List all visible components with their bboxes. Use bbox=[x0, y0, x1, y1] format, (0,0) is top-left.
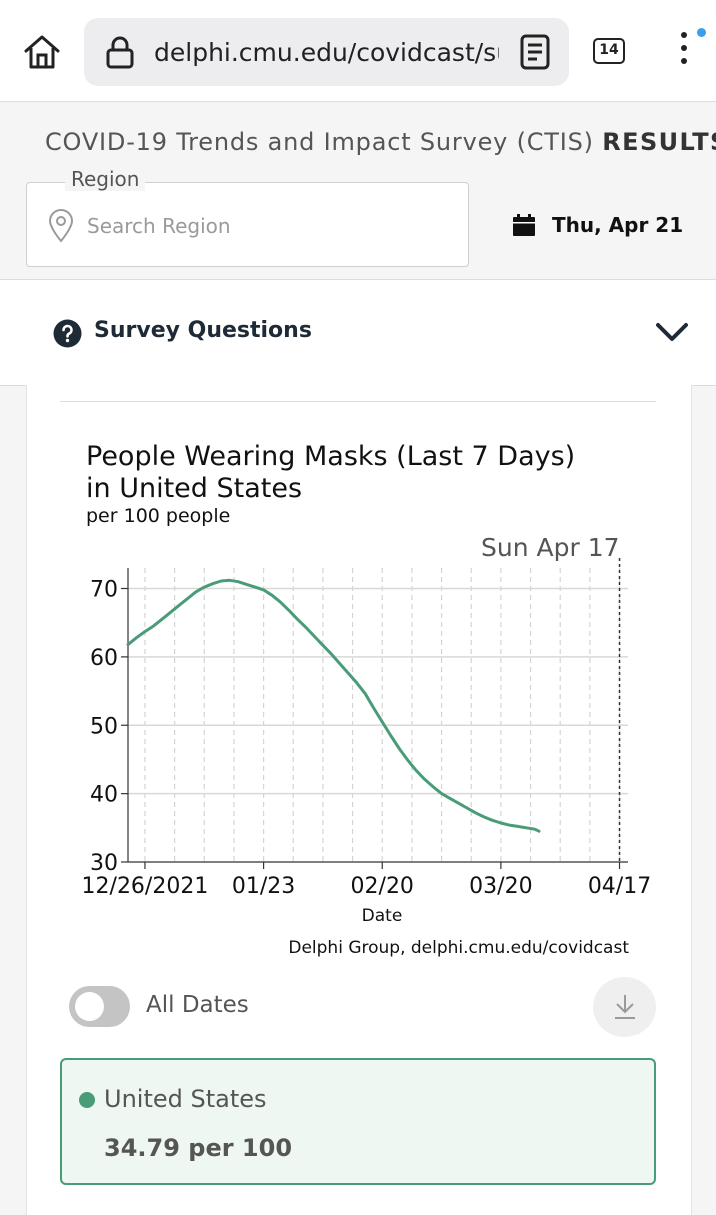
page-title-prefix: COVID-19 Trends and Impact Survey (CTIS) bbox=[45, 128, 594, 156]
region-search-input[interactable] bbox=[85, 205, 449, 247]
survey-questions-panel[interactable]: Survey Questions bbox=[0, 279, 716, 386]
y-tick-label: 70 bbox=[90, 578, 118, 603]
location-value: 34.79 per 100 bbox=[104, 1134, 293, 1162]
date-picker[interactable]: Thu, Apr 21 bbox=[512, 207, 683, 243]
x-tick-label: 12/26/2021 bbox=[82, 874, 209, 899]
all-dates-toggle[interactable] bbox=[69, 986, 130, 1027]
chart-credit: Delphi Group, delphi.cmu.edu/covidcast bbox=[288, 938, 629, 958]
overflow-menu-icon[interactable] bbox=[672, 32, 696, 72]
address-bar[interactable]: delphi.cmu.edu/covidcast/sur bbox=[84, 18, 569, 86]
chart-subtitle: per 100 people bbox=[86, 505, 230, 527]
tab-switcher-button[interactable]: 14 bbox=[593, 38, 625, 64]
calendar-icon bbox=[513, 214, 535, 236]
reader-mode-icon[interactable] bbox=[517, 33, 553, 71]
download-icon bbox=[615, 995, 635, 1019]
y-tick-label: 30 bbox=[90, 851, 118, 876]
y-tick-label: 60 bbox=[90, 646, 118, 671]
y-tick-label: 40 bbox=[90, 783, 118, 808]
chart-title-line1: People Wearing Masks (Last 7 Days) bbox=[86, 441, 575, 472]
update-notification-dot bbox=[697, 28, 706, 37]
region-label: Region bbox=[65, 167, 146, 191]
all-dates-label: All Dates bbox=[146, 992, 249, 1018]
download-button[interactable] bbox=[593, 977, 656, 1037]
series-line-united-states bbox=[126, 578, 541, 833]
x-tick-label: 02/20 bbox=[351, 874, 414, 899]
date-marker-label: Sun Apr 17 bbox=[481, 533, 620, 562]
browser-toolbar: delphi.cmu.edu/covidcast/sur 14 bbox=[0, 0, 716, 102]
y-tick-label: 50 bbox=[90, 714, 118, 739]
location-color-dot bbox=[79, 1092, 95, 1108]
location-name: United States bbox=[104, 1085, 267, 1113]
location-value-card[interactable]: United States 34.79 per 100 bbox=[60, 1058, 656, 1185]
page-title-results: RESULTS bbox=[602, 128, 716, 156]
region-search[interactable]: Region bbox=[26, 167, 469, 267]
x-tick-label: 01/23 bbox=[232, 874, 295, 899]
x-tick-label: 03/20 bbox=[469, 874, 532, 899]
url-text[interactable]: delphi.cmu.edu/covidcast/sur bbox=[154, 38, 499, 67]
toggle-knob bbox=[75, 992, 104, 1021]
selected-date[interactable]: Thu, Apr 21 bbox=[552, 213, 684, 237]
help-circle-icon bbox=[53, 319, 82, 348]
survey-questions-title: Survey Questions bbox=[94, 318, 312, 343]
lock-icon bbox=[104, 35, 136, 69]
page-title: COVID-19 Trends and Impact Survey (CTIS)… bbox=[45, 128, 716, 156]
card-divider bbox=[60, 401, 656, 402]
home-icon[interactable] bbox=[22, 32, 62, 72]
chart-title-line2: in United States bbox=[86, 473, 302, 504]
chevron-down-icon[interactable] bbox=[654, 320, 690, 344]
x-axis-label: Date bbox=[362, 906, 403, 926]
x-tick-label: 04/17 bbox=[588, 874, 651, 899]
map-pin-icon bbox=[47, 209, 75, 243]
